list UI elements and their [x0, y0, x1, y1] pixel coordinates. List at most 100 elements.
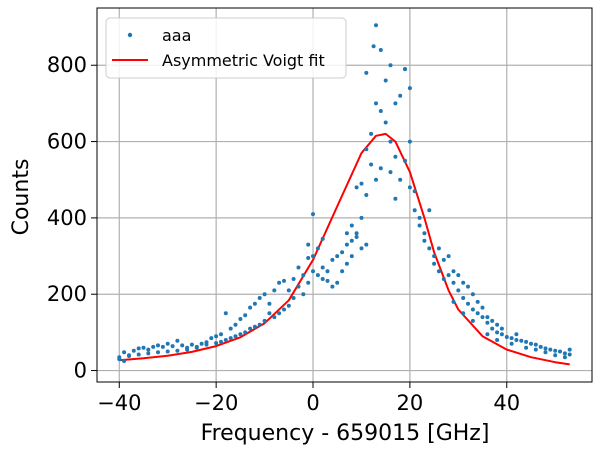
data-point: [480, 315, 485, 320]
data-point: [436, 269, 441, 274]
data-point: [403, 67, 407, 72]
data-point: [499, 326, 504, 331]
data-point: [456, 288, 461, 293]
x-tick-label: −40: [97, 391, 141, 415]
data-point: [311, 212, 315, 217]
data-point: [359, 246, 364, 251]
data-point: [320, 265, 325, 270]
data-point: [364, 193, 369, 197]
data-point: [543, 350, 548, 355]
data-point: [272, 288, 277, 293]
data-point: [315, 273, 320, 278]
data-point: [412, 208, 417, 213]
data-point: [393, 196, 398, 201]
data-point: [374, 23, 378, 28]
data-point: [131, 348, 136, 353]
data-point: [470, 292, 475, 297]
data-point: [495, 338, 500, 342]
data-point: [340, 250, 345, 255]
data-point: [315, 246, 320, 251]
data-point: [296, 265, 301, 270]
data-point: [538, 344, 543, 349]
data-point: [223, 311, 228, 316]
data-point: [485, 315, 490, 320]
data-point: [359, 215, 364, 220]
data-point: [354, 231, 359, 236]
legend-label-fit: Asymmetric Voigt fit: [162, 51, 325, 70]
data-point: [398, 177, 403, 182]
data-point: [335, 280, 340, 285]
data-point: [335, 254, 340, 259]
data-point: [480, 305, 485, 310]
data-point: [412, 189, 417, 194]
data-point: [456, 273, 461, 278]
data-point: [262, 292, 267, 297]
data-point: [475, 299, 480, 304]
data-point: [233, 322, 238, 327]
data-point: [248, 326, 253, 331]
data-point: [344, 242, 349, 247]
data-point: [306, 256, 311, 260]
data-point: [514, 332, 519, 337]
data-point: [344, 231, 349, 236]
data-point: [562, 355, 567, 360]
x-tick-label: 0: [306, 391, 319, 415]
data-point: [117, 355, 122, 360]
data-point: [374, 101, 378, 106]
data-point: [340, 269, 345, 274]
data-point: [136, 352, 141, 357]
data-point: [238, 317, 243, 321]
data-point: [446, 254, 451, 259]
data-point: [427, 246, 432, 251]
data-point: [243, 313, 248, 318]
data-point: [301, 292, 306, 297]
data-point: [553, 353, 558, 358]
x-tick-label: 20: [397, 391, 424, 415]
data-point: [291, 277, 296, 281]
data-point: [277, 280, 282, 285]
data-point: [533, 347, 538, 352]
data-point: [359, 181, 364, 186]
data-point: [461, 311, 466, 316]
data-point: [233, 334, 238, 339]
data-point: [470, 318, 475, 323]
data-point: [504, 335, 509, 339]
data-point: [543, 346, 548, 351]
data-point: [330, 257, 335, 262]
x-tick-label: −20: [194, 391, 238, 415]
data-point: [151, 344, 156, 349]
y-tick-label: 0: [74, 359, 87, 383]
data-point: [277, 311, 282, 316]
data-point: [461, 296, 466, 300]
legend: aaa Asymmetric Voigt fit: [105, 17, 347, 79]
data-point: [422, 231, 427, 236]
data-point: [364, 70, 369, 75]
data-point: [466, 284, 470, 289]
y-tick-label: 600: [47, 130, 87, 154]
data-point: [252, 301, 257, 306]
data-point: [383, 120, 388, 125]
data-point: [199, 341, 204, 346]
data-point: [282, 307, 286, 312]
data-point: [194, 345, 199, 350]
data-point: [291, 296, 296, 300]
data-point: [165, 349, 170, 354]
data-point: [146, 347, 151, 352]
data-point: [185, 347, 190, 352]
data-point: [311, 254, 315, 259]
data-point: [286, 303, 291, 308]
data-point: [485, 320, 490, 325]
fit-line-layer: [119, 132, 570, 366]
data-point: [490, 318, 495, 323]
data-point: [257, 296, 262, 300]
data-point: [524, 345, 529, 350]
data-point: [320, 277, 325, 281]
data-point: [330, 284, 335, 289]
data-point: [306, 280, 311, 285]
data-point: [475, 311, 480, 316]
data-point: [252, 324, 257, 329]
data-point: [388, 170, 393, 175]
legend-box: [105, 17, 347, 79]
data-point: [451, 280, 456, 285]
